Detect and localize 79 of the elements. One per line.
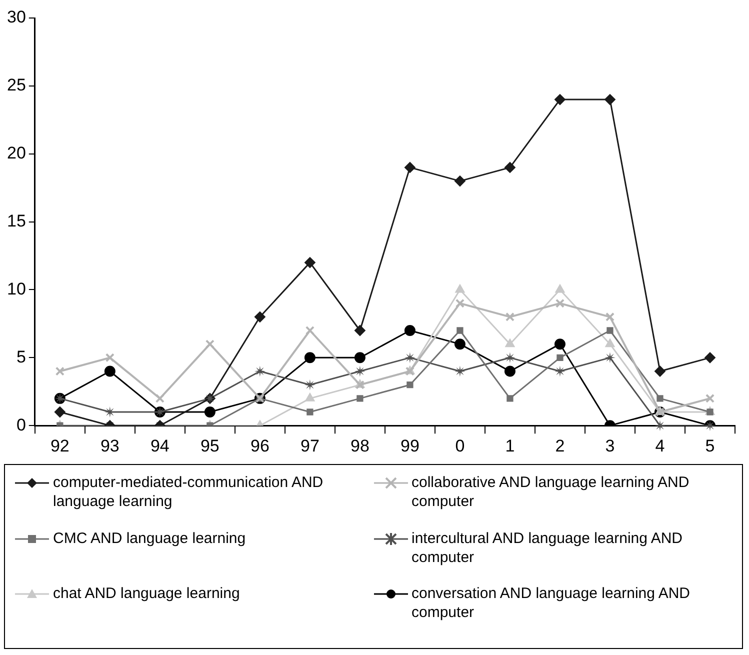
- y-tick-label: 15: [6, 211, 26, 230]
- x-tick-label: 0: [455, 436, 465, 456]
- point: [254, 311, 266, 322]
- point: [306, 408, 314, 416]
- point: [455, 298, 464, 308]
- x-tick-label: 92: [50, 436, 70, 456]
- point: [454, 338, 466, 350]
- x-tick-label: 97: [300, 436, 320, 456]
- y-tick-label: 0: [16, 415, 26, 434]
- legend-label: chat AND language learning: [53, 584, 240, 604]
- point: [504, 366, 516, 377]
- point: [605, 338, 615, 348]
- x-tick-label: 5: [705, 436, 715, 456]
- point: [54, 406, 66, 418]
- legend-label: collaborative AND language learning AND computer: [412, 473, 690, 511]
- point: [404, 352, 416, 364]
- legend-label: intercultural AND language learning AND computer: [412, 528, 684, 567]
- point: [505, 312, 515, 322]
- point: [354, 352, 366, 364]
- point: [404, 324, 416, 336]
- point: [404, 162, 416, 173]
- point: [656, 395, 664, 402]
- x-tick-label: 95: [200, 436, 220, 456]
- point: [654, 366, 666, 377]
- point: [454, 176, 466, 187]
- point: [604, 352, 616, 364]
- point: [304, 379, 316, 390]
- point: [254, 366, 266, 377]
- point: [406, 382, 414, 388]
- point: [305, 326, 314, 336]
- legend-label: CMC AND language learning: [53, 528, 246, 548]
- point: [554, 366, 566, 377]
- x-tick-label: 98: [350, 436, 370, 456]
- point: [554, 338, 566, 350]
- x-tick-label: 96: [250, 436, 270, 456]
- point: [554, 94, 566, 106]
- point: [555, 298, 565, 308]
- point: [205, 340, 214, 349]
- y-tick-label: 25: [6, 76, 26, 95]
- point: [505, 338, 515, 348]
- point: [104, 406, 116, 418]
- point: [304, 257, 316, 268]
- x-tick-label: 2: [555, 436, 565, 456]
- x-tick-label: 1: [505, 436, 515, 456]
- x-tick-label: 99: [400, 436, 420, 456]
- point: [356, 395, 364, 402]
- point: [654, 420, 666, 432]
- point: [456, 327, 464, 334]
- point: [705, 394, 715, 403]
- point: [504, 352, 516, 364]
- point: [104, 366, 116, 377]
- y-tick-label: 10: [6, 279, 26, 298]
- point: [555, 284, 565, 293]
- x-tick-label: 3: [605, 436, 615, 456]
- point: [604, 94, 616, 106]
- y-tick-label: 20: [6, 144, 26, 163]
- point: [606, 327, 614, 334]
- point: [105, 353, 114, 362]
- legend-label: conversation AND language learning AND computer: [412, 584, 692, 622]
- legend-label: computer-mediated-communication AND language learning: [53, 473, 324, 511]
- point: [556, 354, 564, 361]
- point: [605, 312, 615, 322]
- point: [454, 366, 466, 377]
- point: [506, 395, 514, 402]
- point: [155, 394, 164, 403]
- point: [204, 406, 216, 418]
- point: [455, 284, 465, 293]
- point: [354, 366, 366, 377]
- point: [504, 162, 516, 173]
- y-tick-label: 5: [16, 347, 26, 366]
- point: [305, 392, 315, 402]
- x-tick-label: 93: [100, 436, 120, 456]
- point: [704, 352, 716, 364]
- x-tick-label: 94: [150, 436, 170, 456]
- x-tick-label: 4: [655, 436, 665, 456]
- point: [55, 366, 64, 376]
- point: [304, 352, 316, 364]
- y-tick-label: 30: [6, 8, 26, 27]
- point: [354, 324, 366, 336]
